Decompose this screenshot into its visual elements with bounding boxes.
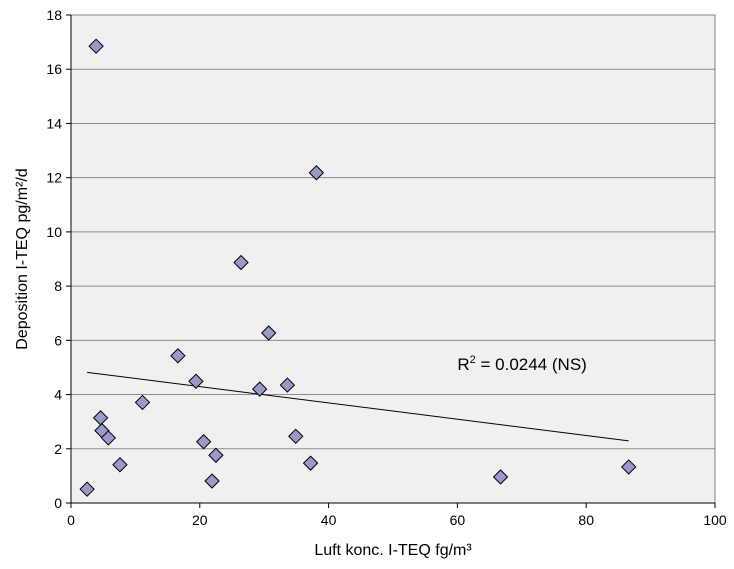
data-point bbox=[134, 394, 151, 411]
x-tick-label: 80 bbox=[578, 512, 594, 528]
data-point bbox=[79, 481, 95, 497]
y-tick-labels: 0 2 4 6 8 10 12 14 16 18 bbox=[46, 7, 71, 511]
data-point bbox=[279, 377, 296, 393]
x-tick-label: 20 bbox=[192, 512, 208, 528]
data-point bbox=[100, 430, 117, 446]
data-point bbox=[170, 348, 186, 364]
y-tick-label: 6 bbox=[54, 332, 62, 348]
y-tick-label: 4 bbox=[54, 387, 62, 403]
y-tick-label: 18 bbox=[46, 7, 62, 23]
data-point bbox=[308, 165, 325, 181]
x-tick-label: 60 bbox=[450, 512, 466, 528]
data-point bbox=[251, 381, 268, 397]
data-point bbox=[112, 457, 128, 473]
data-point bbox=[88, 38, 104, 54]
y-tick-label: 12 bbox=[46, 170, 62, 186]
data-point bbox=[188, 373, 204, 389]
axes bbox=[70, 14, 716, 504]
y-tick-label: 10 bbox=[46, 224, 62, 240]
data-point bbox=[208, 447, 224, 463]
y-tick-label: 0 bbox=[54, 495, 62, 511]
data-point bbox=[288, 428, 304, 445]
plot-area bbox=[71, 15, 715, 503]
data-point bbox=[233, 254, 249, 271]
y-tick-label: 16 bbox=[46, 61, 62, 77]
data-point bbox=[620, 459, 637, 475]
x-tick-labels: 0 20 40 60 80 100 bbox=[67, 503, 727, 528]
data-point bbox=[204, 473, 220, 489]
trendline bbox=[87, 371, 629, 442]
data-point bbox=[195, 434, 212, 450]
y-tick-label: 2 bbox=[54, 441, 62, 457]
data-point bbox=[302, 455, 319, 471]
y-tick-label: 8 bbox=[54, 278, 62, 294]
data-point bbox=[261, 325, 277, 341]
gridlines bbox=[71, 68, 715, 450]
r-squared-annotation: R2 = 0.0244 (NS) bbox=[457, 354, 586, 374]
y-axis-title: Deposition I-TEQ pg/m²/d bbox=[14, 168, 31, 349]
x-tick-label: 0 bbox=[67, 512, 75, 528]
y-tick-label: 14 bbox=[46, 115, 62, 131]
x-tick-label: 100 bbox=[703, 512, 727, 528]
data-points bbox=[79, 38, 637, 497]
data-point bbox=[492, 469, 509, 485]
x-axis-title: Luft konc. I-TEQ fg/m³ bbox=[314, 542, 472, 559]
x-tick-label: 40 bbox=[321, 512, 337, 528]
